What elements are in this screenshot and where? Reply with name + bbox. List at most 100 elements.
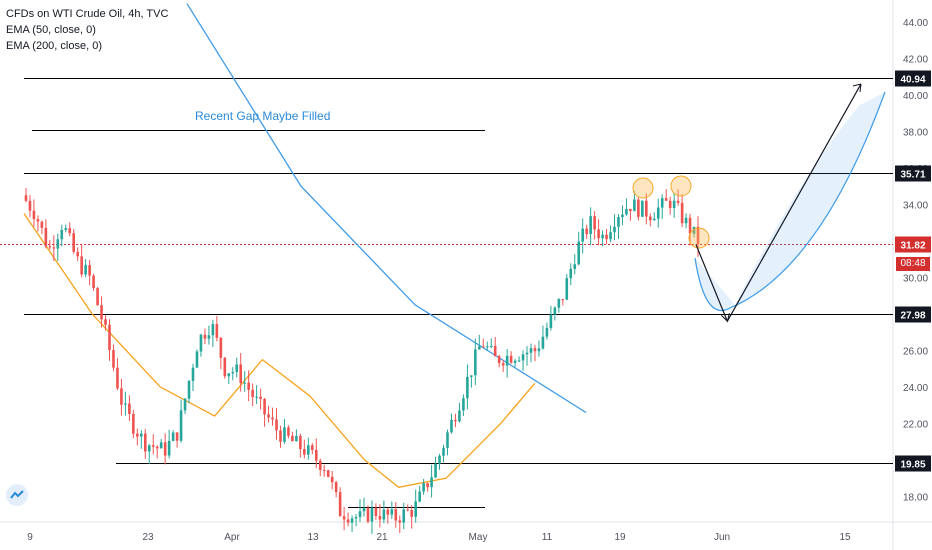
candle-body xyxy=(454,419,457,422)
chart-legend: CFDs on WTI Crude Oil, 4h, TVC EMA (50, … xyxy=(6,6,168,54)
tradingview-logo-icon[interactable] xyxy=(6,484,28,506)
candle-body xyxy=(466,376,469,399)
candle-body xyxy=(28,200,32,211)
level-badge xyxy=(895,455,931,472)
candle-body xyxy=(259,396,262,399)
candle-body xyxy=(92,275,95,289)
candle-body xyxy=(565,278,569,300)
candle-body xyxy=(354,517,358,519)
candle-body xyxy=(275,419,278,431)
candle-body xyxy=(84,265,87,275)
candle-body xyxy=(374,507,378,516)
y-tick-label: 24.00 xyxy=(903,383,928,394)
candle-body xyxy=(390,509,394,515)
candle-body xyxy=(191,367,195,381)
candle-body xyxy=(545,327,549,337)
candle-body xyxy=(430,477,433,488)
candle-body xyxy=(80,256,83,275)
candle-body xyxy=(120,388,123,405)
candle-body xyxy=(489,345,493,347)
candle-body xyxy=(163,442,167,456)
candle-body xyxy=(382,509,386,520)
candle-body xyxy=(625,208,628,215)
candle-body xyxy=(553,307,557,315)
candle-body xyxy=(326,470,330,477)
candle-body xyxy=(243,382,246,384)
pattern-circle xyxy=(688,227,710,249)
candle-body xyxy=(179,410,183,441)
ema50-legend: EMA (50, close, 0) xyxy=(6,24,96,36)
candle-body xyxy=(481,346,485,348)
candle-body xyxy=(104,319,107,325)
candle-body xyxy=(295,435,298,442)
x-tick-label: 11 xyxy=(542,532,553,543)
candle-body xyxy=(641,200,644,217)
candle-body xyxy=(637,199,640,217)
candle-body xyxy=(362,508,366,512)
candle-body xyxy=(422,483,425,492)
candle-body xyxy=(458,410,461,422)
candle-body xyxy=(549,314,553,328)
candle-body xyxy=(263,398,266,415)
candle-body xyxy=(199,334,203,352)
candle-body xyxy=(140,433,143,437)
candle-body xyxy=(314,449,318,461)
candle-body xyxy=(116,367,119,389)
level-label: 27.98 xyxy=(900,311,925,322)
candle-body xyxy=(267,414,270,418)
candle-body xyxy=(143,433,147,452)
candle-body xyxy=(684,217,688,224)
candle-body xyxy=(100,305,103,320)
level-badge xyxy=(895,306,931,323)
projection-arrow xyxy=(695,83,862,323)
candle-body xyxy=(446,432,449,448)
candle-body xyxy=(517,360,521,362)
y-tick-label: 42.00 xyxy=(903,54,928,65)
candle-body xyxy=(171,432,175,441)
candle-body xyxy=(470,375,473,377)
candle-body xyxy=(561,299,565,301)
candle-body xyxy=(76,251,79,257)
candle-body xyxy=(414,501,417,517)
candle-body xyxy=(501,363,505,366)
projection-area xyxy=(695,92,885,311)
candle-body xyxy=(478,346,481,350)
candle-body xyxy=(672,200,676,209)
candle-body xyxy=(235,364,239,372)
candle-body xyxy=(60,229,64,240)
candle-body xyxy=(147,445,151,452)
candle-body xyxy=(132,413,135,434)
candle-body xyxy=(613,226,616,233)
candle-body xyxy=(239,364,243,384)
candle-body xyxy=(330,476,334,483)
candle-body xyxy=(660,198,664,208)
candle-body xyxy=(175,432,179,441)
candle-body xyxy=(402,509,406,523)
candle-body xyxy=(322,469,326,471)
candle-body xyxy=(64,228,68,230)
candle-body xyxy=(151,445,155,447)
candle-body xyxy=(688,217,692,234)
annotation-text: Recent Gap Maybe Filled xyxy=(195,109,330,123)
x-tick-label: May xyxy=(469,532,488,543)
level-label: 35.71 xyxy=(900,170,925,181)
candle-body xyxy=(593,216,596,230)
candle-body xyxy=(303,449,306,455)
candle-body xyxy=(128,403,131,414)
candle-body xyxy=(299,435,302,450)
candle-body xyxy=(287,427,290,436)
candle-body xyxy=(52,247,56,249)
level-badge xyxy=(895,165,931,182)
candle-body xyxy=(617,217,620,227)
x-tick-label: 13 xyxy=(307,532,319,543)
candle-body xyxy=(56,239,60,249)
candle-body xyxy=(215,324,219,338)
candle-body xyxy=(108,324,111,351)
candle-body xyxy=(334,482,338,493)
arrow-icon xyxy=(852,83,862,93)
candle-body xyxy=(442,447,445,456)
y-tick-label: 40.00 xyxy=(903,91,928,102)
candle-body xyxy=(350,518,354,523)
bar-countdown: 08:48 xyxy=(896,257,930,271)
